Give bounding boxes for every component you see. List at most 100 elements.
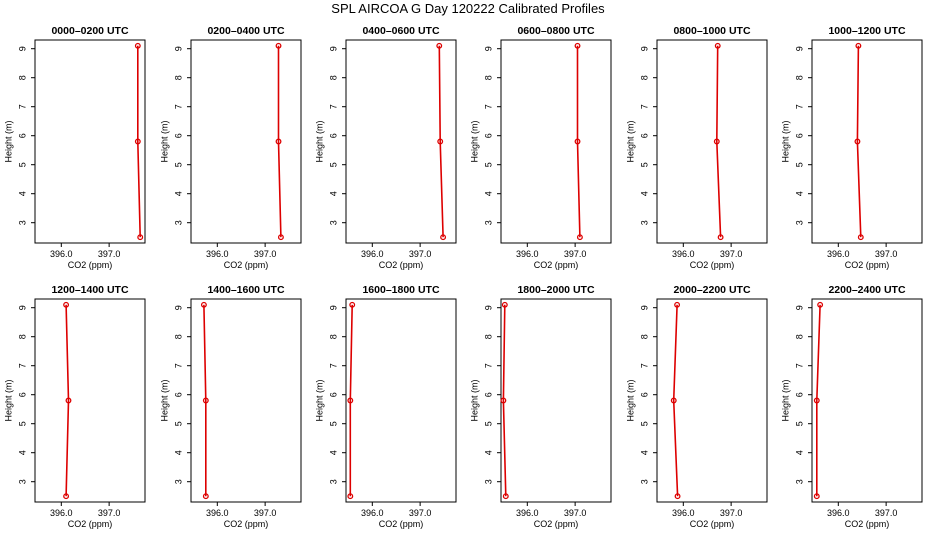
x-tick-label: 396.0 [361,249,384,259]
y-tick-label: 7 [17,104,27,109]
data-point [717,234,724,241]
panel-title: 0600–0800 UTC [517,25,594,37]
x-tick-label: 397.0 [98,508,121,518]
y-tick-label: 8 [794,334,804,339]
x-axis-label: CO2 (ppm) [379,519,424,529]
panel-title: 0800–1000 UTC [673,25,750,37]
x-axis-label: CO2 (ppm) [224,260,269,270]
data-point [202,493,209,500]
y-tick-label: 3 [794,479,804,484]
y-axis-label: Height (m) [3,379,13,421]
plot-frame [500,39,612,244]
y-tick-label: 4 [173,191,183,196]
data-point [674,301,681,308]
x-axis-label: CO2 (ppm) [379,260,424,270]
x-axis-label: CO2 (ppm) [68,519,113,529]
y-axis-label: Height (m) [314,379,324,421]
y-tick-label: 5 [173,421,183,426]
y-tick-label: 6 [328,392,338,397]
plot-frame [190,298,302,503]
y-tick-label: 4 [794,191,804,196]
y-tick-label: 9 [794,305,804,310]
panel-title: 1000–1200 UTC [828,25,905,37]
data-point [674,493,681,500]
y-tick-label: 9 [17,305,27,310]
y-tick-label: 6 [17,392,27,397]
y-tick-label: 8 [328,75,338,80]
y-axis-label: Height (m) [780,379,790,421]
y-axis-label: Height (m) [780,120,790,162]
x-axis-label: CO2 (ppm) [224,519,269,529]
y-tick-label: 6 [17,133,27,138]
x-tick-label: 397.0 [409,508,432,518]
panel-title: 2200–2400 UTC [828,284,905,296]
plot-frame [811,298,923,503]
data-point [349,301,356,308]
y-tick-label: 5 [794,162,804,167]
y-tick-label: 3 [483,220,493,225]
panel-title: 0400–0600 UTC [362,25,439,37]
y-tick-label: 5 [483,162,493,167]
y-tick-label: 8 [794,75,804,80]
data-point [501,301,508,308]
y-axis-label: Height (m) [469,120,479,162]
panel-title: 0000–0200 UTC [51,25,128,37]
y-tick-label: 4 [483,191,493,196]
profile-line [349,304,353,497]
y-tick-label: 6 [328,133,338,138]
data-point [854,138,861,145]
panel-title: 1400–1600 UTC [207,284,284,296]
plot-frame [345,298,457,503]
y-tick-label: 3 [794,220,804,225]
profile-line [672,304,679,497]
x-tick-label: 396.0 [361,508,384,518]
y-tick-label: 9 [17,46,27,51]
y-tick-label: 6 [794,392,804,397]
data-point [500,397,507,404]
y-tick-label: 5 [483,421,493,426]
y-tick-label: 7 [794,104,804,109]
y-tick-label: 8 [639,75,649,80]
data-point [347,397,354,404]
y-tick-label: 6 [173,392,183,397]
y-tick-label: 8 [483,334,493,339]
y-tick-label: 9 [639,46,649,51]
x-axis-label: CO2 (ppm) [690,260,735,270]
data-point [275,42,282,49]
y-tick-label: 7 [483,104,493,109]
y-tick-label: 9 [328,46,338,51]
data-point [813,397,820,404]
y-tick-label: 4 [794,450,804,455]
data-point [65,397,72,404]
y-axis-label: Height (m) [625,379,635,421]
data-point [202,397,209,404]
data-point [63,493,70,500]
y-tick-label: 7 [17,363,27,368]
data-point [855,42,862,49]
x-axis-label: CO2 (ppm) [68,260,113,270]
y-tick-label: 7 [173,363,183,368]
data-point [275,138,282,145]
panel-title: 0200–0400 UTC [207,25,284,37]
profile-line [576,45,581,238]
plot-frame [500,298,612,503]
x-tick-label: 397.0 [564,508,587,518]
data-point [63,301,70,308]
x-tick-label: 397.0 [254,249,277,259]
y-tick-label: 8 [173,75,183,80]
y-tick-label: 6 [483,133,493,138]
profile-line [815,304,821,497]
plot-frame [34,39,146,244]
x-axis-label: CO2 (ppm) [534,519,579,529]
x-axis-label: CO2 (ppm) [534,260,579,270]
y-tick-label: 9 [639,305,649,310]
y-tick-label: 7 [639,104,649,109]
profile-line [277,45,282,238]
